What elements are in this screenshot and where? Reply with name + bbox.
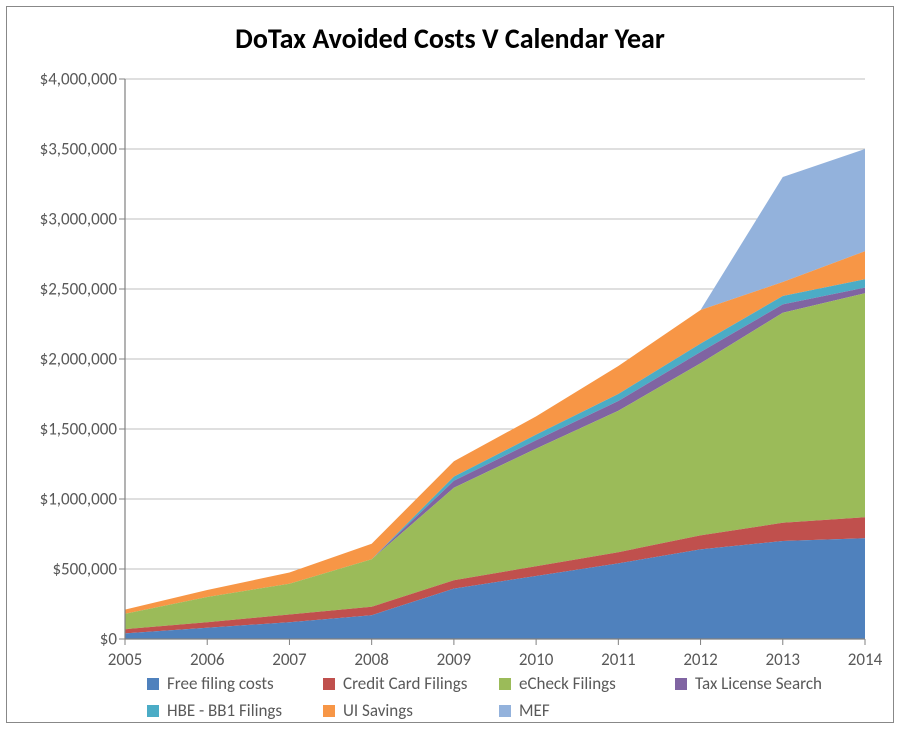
- x-tick-label: 2013: [766, 649, 800, 670]
- legend-label: HBE - BB1 Filings: [167, 700, 282, 721]
- x-tick-label: 2005: [108, 649, 142, 670]
- x-tick-label: 2011: [601, 649, 635, 670]
- legend-item: Tax License Search: [675, 673, 851, 694]
- legend-item: eCheck Filings: [499, 673, 675, 694]
- legend-swatch-icon: [323, 678, 335, 690]
- y-tick-label: $500,000: [52, 559, 117, 580]
- chart-svg: [125, 79, 865, 639]
- x-tick-label: 2009: [437, 649, 471, 670]
- chart-title: DoTax Avoided Costs V Calendar Year: [7, 21, 893, 56]
- legend-label: Credit Card Filings: [343, 673, 467, 694]
- x-tick-label: 2006: [190, 649, 224, 670]
- y-tick-label: $0: [100, 629, 117, 650]
- y-tick-label: $3,000,000: [40, 209, 117, 230]
- legend-swatch-icon: [147, 705, 159, 717]
- legend-swatch-icon: [499, 705, 511, 717]
- x-tick-label: 2010: [519, 649, 553, 670]
- y-tick-label: $1,500,000: [40, 419, 117, 440]
- plot-area: [125, 79, 865, 639]
- x-tick-label: 2007: [272, 649, 306, 670]
- legend-swatch-icon: [147, 678, 159, 690]
- legend-row: Free filing costs Credit Card Filings eChe…: [147, 673, 867, 694]
- legend-swatch-icon: [499, 678, 511, 690]
- legend-item: UI Savings: [323, 700, 499, 721]
- legend-label: Tax License Search: [695, 673, 822, 694]
- y-tick-label: $2,500,000: [40, 279, 117, 300]
- legend-swatch-icon: [675, 678, 687, 690]
- y-axis-labels: $0$500,000$1,000,000$1,500,000$2,000,000…: [7, 79, 125, 639]
- y-tick-label: $4,000,000: [40, 69, 117, 90]
- y-tick-label: $2,000,000: [40, 349, 117, 370]
- chart-frame: DoTax Avoided Costs V Calendar Year $0 $5…: [6, 6, 894, 723]
- legend-swatch-icon: [323, 705, 335, 717]
- legend-item: Credit Card Filings: [323, 673, 499, 694]
- legend: Free filing costs Credit Card Filings eChe…: [147, 673, 867, 727]
- legend-item: HBE - BB1 Filings: [147, 700, 323, 721]
- x-tick-label: 2014: [848, 649, 882, 670]
- x-tick-label: 2008: [354, 649, 388, 670]
- legend-item: Free filing costs: [147, 673, 323, 694]
- legend-label: MEF: [519, 700, 550, 721]
- legend-label: UI Savings: [343, 700, 413, 721]
- y-tick-label: $1,000,000: [40, 489, 117, 510]
- y-tick-label: $3,500,000: [40, 139, 117, 160]
- legend-label: Free filing costs: [167, 673, 274, 694]
- x-tick-label: 2012: [683, 649, 717, 670]
- legend-label: eCheck Filings: [519, 673, 616, 694]
- legend-row: HBE - BB1 Filings UI Savings MEF: [147, 700, 867, 721]
- legend-item: MEF: [499, 700, 675, 721]
- x-axis-labels: 2005200620072008200920102011201220132014: [125, 645, 865, 669]
